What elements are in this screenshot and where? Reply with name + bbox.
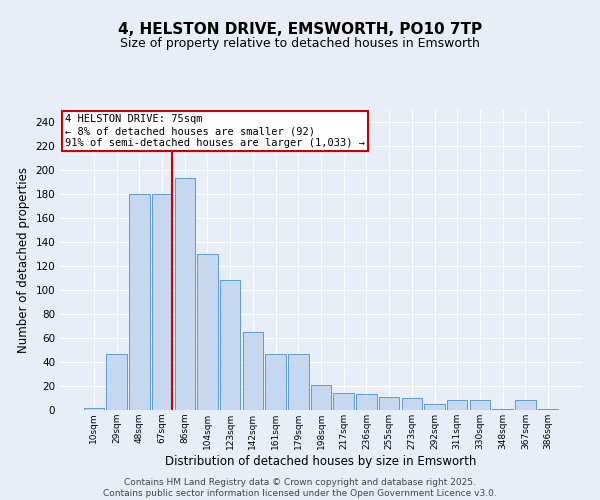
Bar (447, 400, 467, 410)
X-axis label: Distribution of detached houses by size in Emsworth: Distribution of detached houses by size … (166, 454, 476, 468)
Bar (129, 194, 149, 410)
Bar (265, 354, 286, 410)
Bar (84, 408, 104, 410)
Bar (515, 400, 536, 410)
Bar (106, 354, 127, 410)
Bar (334, 393, 354, 410)
Bar (401, 398, 422, 410)
Y-axis label: Number of detached properties: Number of detached properties (17, 167, 30, 353)
Text: Contains HM Land Registry data © Crown copyright and database right 2025.
Contai: Contains HM Land Registry data © Crown c… (103, 478, 497, 498)
Bar (493, 409, 513, 410)
Text: 4, HELSTON DRIVE, EMSWORTH, PO10 7TP: 4, HELSTON DRIVE, EMSWORTH, PO10 7TP (118, 22, 482, 38)
Bar (220, 280, 241, 410)
Bar (379, 397, 400, 410)
Bar (242, 332, 263, 410)
Bar (356, 394, 377, 410)
Bar (197, 254, 218, 410)
Bar (424, 404, 445, 410)
Bar (538, 409, 558, 410)
Bar (288, 354, 308, 410)
Bar (175, 178, 195, 410)
Bar (152, 194, 172, 410)
Bar (311, 385, 331, 410)
Bar (470, 400, 490, 410)
Text: 4 HELSTON DRIVE: 75sqm
← 8% of detached houses are smaller (92)
91% of semi-deta: 4 HELSTON DRIVE: 75sqm ← 8% of detached … (65, 114, 365, 148)
Text: Size of property relative to detached houses in Emsworth: Size of property relative to detached ho… (120, 38, 480, 51)
